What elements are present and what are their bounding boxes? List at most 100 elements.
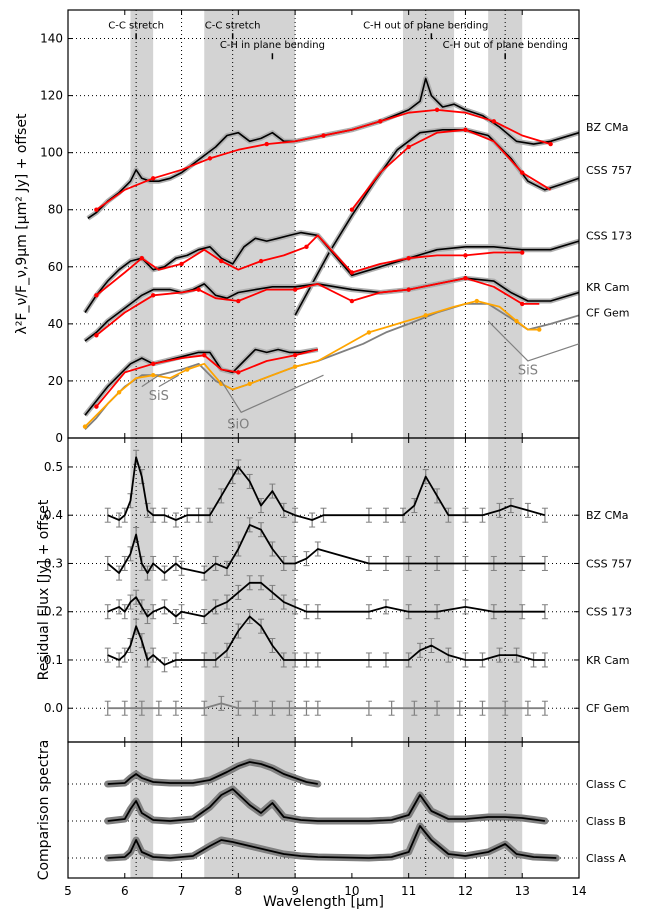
- top-series-bz-cma-model-point: [434, 107, 440, 113]
- top-series-kr-cam-model-point: [150, 293, 156, 298]
- top-series-cf-gem-sis-sio-model-point: [185, 367, 190, 372]
- top-y-tick-label-7: 140: [40, 32, 63, 46]
- top-series-label-css-173: CSS 173: [586, 229, 632, 242]
- mid-series-bz-cma-line: [107, 456, 546, 521]
- top-series-bz-cma-model-point: [264, 141, 269, 147]
- x-tick-label-5: 10: [344, 884, 359, 898]
- molecule-label-sio-1: SiO: [227, 418, 249, 433]
- mid-series-label-css-173: CSS 173: [586, 606, 632, 619]
- top-series-css-757-model-point: [520, 170, 525, 175]
- feature-annotation-1: C-C stretch: [205, 20, 261, 31]
- top-series-cf-gem-sis-sio-model-point: [82, 424, 88, 429]
- feature-annotation-3: C-H out of plane bending: [363, 20, 488, 31]
- mid-y-tick-label-1: 0.1: [44, 653, 63, 667]
- top-series-cf-gem-sis-sio-model-point: [116, 390, 122, 395]
- mid-series-label-cf-gem: CF Gem: [586, 702, 630, 715]
- shaded-bands: [130, 10, 523, 878]
- top-series-kr-cam-model-point: [94, 333, 99, 338]
- top-series-cf-gem-sis-sio-model-point: [366, 330, 372, 335]
- top-series-label-cf-gem: CF Gem: [586, 306, 630, 319]
- mid-series-css-173-line: [107, 581, 545, 618]
- mid-series-label-bz-cma: BZ CMa: [586, 509, 629, 522]
- top-series-bz-cma-model-point: [150, 176, 156, 181]
- x-tick-label-7: 12: [458, 884, 473, 898]
- panel-frames: [67, 9, 580, 879]
- y-axis-label-top: λ²F_ν/F_ν,9μm [μm² Jy] + offset: [14, 113, 30, 334]
- top-series-kr-cam-line: [84, 277, 580, 342]
- top-y-tick-label-0: 0: [55, 431, 63, 445]
- top-series-bz-cma-model-point: [321, 133, 326, 138]
- feature-annotation-4: C-H out of plane bending: [443, 40, 568, 51]
- shaded-band-0: [130, 10, 154, 878]
- top-series-bz-cma-model-point: [548, 141, 553, 147]
- bot-panel-frame: [67, 741, 580, 879]
- bottom-series-label-class-a: Class A: [586, 852, 626, 865]
- top-series-css-173-model-point: [406, 256, 411, 261]
- top-series-css-173-model-point: [179, 261, 184, 267]
- mid-series-cf-gem-line: [107, 702, 545, 710]
- top-series-kr-cam-model-point: [520, 301, 525, 307]
- top-series-kr-cam-model-point: [196, 287, 201, 292]
- mid-series-css-757-line: [107, 524, 545, 574]
- x-tick-label-0: 5: [64, 884, 72, 898]
- mid-series-label-css-757: CSS 757: [586, 557, 632, 570]
- y-axis-label-middle: Residual Flux [Jy] + offset: [36, 499, 52, 680]
- top-series-css-173-model-point: [520, 250, 525, 255]
- top-series-css-173-model-point: [258, 258, 264, 264]
- spectra-curves: [82, 76, 580, 862]
- x-tick-label-6: 11: [401, 884, 416, 898]
- sis-bracket-left: [141, 374, 180, 388]
- molecule-label-sis-0: SiS: [149, 389, 169, 404]
- top-series-cf-gem-model-line: [95, 348, 319, 408]
- bottom-series-class-a-line: [107, 825, 557, 859]
- top-series-css-757-model-point: [349, 207, 355, 212]
- top-series-label-css-757: CSS 757: [586, 164, 632, 177]
- top-y-tick-label-5: 100: [40, 146, 63, 160]
- top-series-bz-cma-model-point: [207, 156, 213, 161]
- x-tick-label-1: 6: [121, 884, 129, 898]
- top-series-bz-cma-line: [87, 77, 580, 219]
- mid-y-tick-label-5: 0.5: [44, 460, 63, 474]
- top-series-css-173-model-point: [304, 244, 309, 250]
- sio-bracket: [220, 374, 324, 414]
- bottom-series-class-b-line: [107, 788, 546, 822]
- top-series-bz-cma-model-point: [378, 119, 383, 124]
- bottom-series-class-c-line: [107, 761, 318, 785]
- top-series-cf-gem-model-point: [94, 404, 99, 409]
- bottom-series-label-class-b: Class B: [586, 815, 626, 828]
- top-series-css-757-line: [294, 129, 580, 316]
- top-series-css-757-model-line: [351, 128, 552, 211]
- molecule-label-sis-2: SiS: [518, 364, 538, 379]
- shaded-band-2: [402, 10, 455, 878]
- top-series-css-173-model-point: [219, 258, 224, 264]
- top-series-css-173-model-point: [94, 293, 99, 298]
- x-tick-label-4: 9: [291, 884, 299, 898]
- top-series-cf-gem-sis-sio-model-point: [537, 327, 542, 332]
- mid-y-tick-label-2: 0.2: [44, 605, 63, 619]
- mid-y-tick-label-0: 0.0: [44, 701, 63, 715]
- top-series-css-173-model-line: [95, 234, 523, 297]
- top-series-cf-gem-sis-sio-model-point: [292, 364, 298, 369]
- x-axis-label: Wavelength [μm]: [263, 894, 384, 910]
- top-series-cf-gem-sis-sio-model-point: [150, 373, 156, 378]
- x-tick-label-2: 7: [178, 884, 186, 898]
- top-y-tick-label-3: 60: [48, 260, 63, 274]
- top-y-tick-label-2: 40: [48, 317, 63, 331]
- top-series-cf-gem-model-point: [202, 353, 207, 358]
- mid-series-css-173-error-bars: [104, 575, 548, 625]
- axis-ticks: [67, 10, 580, 878]
- top-series-kr-cam-model-point: [292, 287, 298, 292]
- top-series-label-bz-cma: BZ CMa: [586, 121, 629, 134]
- top-series-kr-cam-model-line: [95, 277, 540, 337]
- top-series-cf-gem-sis-sio-model-point: [247, 381, 252, 386]
- top-series-cf-gem-model-point: [292, 353, 298, 358]
- top-series-cf-gem-sis-sio-model-point: [514, 318, 519, 324]
- top-series-bz-cma-model-point: [94, 207, 99, 212]
- top-series-kr-cam-model-point: [349, 298, 355, 304]
- top-series-cf-gem-line: [84, 348, 318, 416]
- top-series-kr-cam-model-point: [463, 276, 468, 281]
- top-series-css-173-model-point: [139, 256, 145, 261]
- top-series-bz-cma-model-point: [491, 119, 497, 124]
- mid-y-tick-label-3: 0.3: [44, 556, 63, 570]
